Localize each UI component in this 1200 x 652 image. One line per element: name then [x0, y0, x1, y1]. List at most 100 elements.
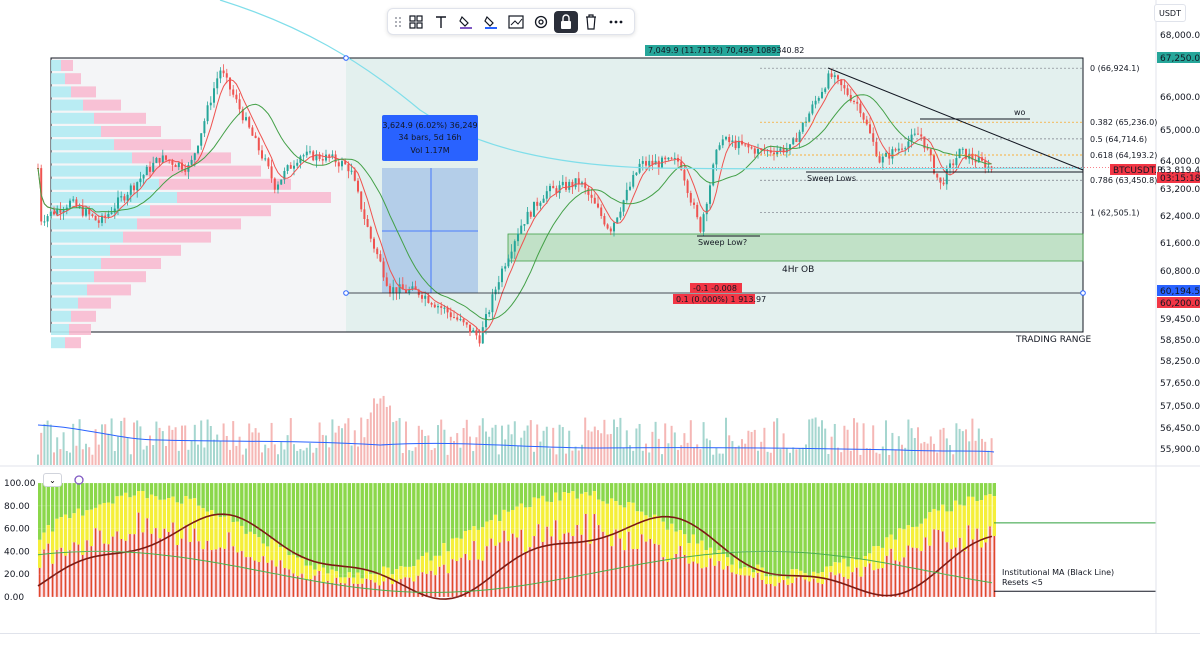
- osc-bar-red: [675, 554, 677, 597]
- osc-bar-mid: [265, 546, 270, 563]
- candle-body: [552, 185, 555, 189]
- volume-bar: [926, 443, 929, 465]
- osc-bar-red: [189, 541, 191, 597]
- line-color-icon[interactable]: [479, 11, 503, 33]
- currency-selector[interactable]: USDT: [1154, 4, 1186, 22]
- osc-bar-mid: [764, 576, 769, 585]
- candle: [632, 170, 635, 189]
- candle: [273, 177, 276, 194]
- refresh-icon: [74, 475, 84, 485]
- volume-bar: [750, 431, 753, 465]
- volume-bar: [171, 429, 174, 465]
- chart-visual-icon[interactable]: [504, 11, 528, 33]
- red-label-2-bg: [673, 294, 755, 304]
- volume-profile-bar: [51, 310, 71, 322]
- osc-bar-mid: [597, 499, 601, 526]
- osc-bar-top: [863, 483, 867, 557]
- price-tick-label: 63,200.0: [1160, 185, 1200, 195]
- osc-bar-mid: [837, 562, 842, 574]
- candle-body: [705, 203, 708, 215]
- candle: [587, 185, 590, 201]
- osc-bar-mid: [807, 576, 812, 582]
- volume-bar: [875, 452, 878, 465]
- osc-bar-top: [803, 483, 807, 574]
- more-icon[interactable]: [604, 11, 628, 33]
- volume-bar: [257, 432, 260, 465]
- osc-bar-red: [877, 568, 879, 597]
- ma-fast-line: [37, 79, 992, 333]
- osc-bar-red: [297, 576, 299, 597]
- osc-bar-mid: [356, 572, 360, 584]
- candle: [280, 179, 283, 185]
- text-icon[interactable]: [429, 11, 453, 33]
- osc-bar-mid: [708, 547, 713, 559]
- osc-bar-top: [261, 483, 265, 544]
- candle-body: [456, 317, 459, 320]
- volume-bar: [219, 441, 222, 465]
- volume-bar: [613, 419, 615, 465]
- osc-bar-mid: [124, 492, 128, 541]
- sweep-lows-label: Sweep Lows: [807, 174, 856, 183]
- osc-bar-mid: [906, 525, 910, 546]
- volume-bar: [552, 427, 555, 465]
- candle-body: [472, 330, 475, 333]
- osc-bar-red: [254, 560, 256, 597]
- delete-icon[interactable]: [579, 11, 603, 33]
- osc-bar-top: [197, 483, 201, 506]
- candle: [357, 178, 359, 194]
- osc-bar-red: [477, 559, 479, 597]
- osc-bar-red: [959, 537, 961, 597]
- osc-green-line: [37, 550, 993, 593]
- time-axis[interactable]: [0, 633, 1200, 652]
- candle-body: [597, 203, 599, 208]
- volume-bar: [78, 419, 81, 465]
- osc-bar-red: [413, 581, 415, 597]
- candle-body: [78, 206, 81, 208]
- volume-profile-bar: [110, 244, 181, 256]
- volume-bar: [718, 453, 721, 465]
- chevron-down-icon[interactable]: ⌄: [43, 473, 62, 487]
- osc-bar-top: [476, 483, 480, 530]
- osc-bar-mid: [339, 577, 343, 583]
- osc-bar-top: [399, 483, 403, 567]
- grip-icon[interactable]: [392, 11, 404, 33]
- osc-bar-top: [958, 483, 962, 505]
- candle-body: [856, 101, 859, 104]
- lock-icon[interactable]: [554, 10, 578, 33]
- volume-bar: [433, 448, 436, 465]
- candle-body: [113, 208, 116, 213]
- osc-bar-mid: [713, 554, 717, 566]
- osc-bar-red: [490, 538, 492, 597]
- candle: [379, 250, 382, 263]
- price-tick-label: 60,800.0: [1160, 267, 1200, 277]
- osc-bar-red: [443, 564, 445, 597]
- osc-bar-mid: [63, 514, 68, 556]
- candle: [331, 150, 334, 160]
- template-icon[interactable]: [404, 11, 428, 33]
- fill-color-icon[interactable]: [454, 11, 478, 33]
- candle: [161, 149, 164, 164]
- osc-bar-red: [327, 580, 329, 597]
- candle-body: [913, 133, 916, 135]
- price-chart[interactable]: 68,000.067,250.066,000.065,000.064,000.0…: [0, 0, 1200, 633]
- price-tick-label: 57,650.0: [1160, 379, 1200, 389]
- candle-body: [209, 102, 212, 106]
- osc-bar-mid: [717, 550, 721, 562]
- volume-profile-bar: [114, 139, 191, 151]
- osc-bar-top: [687, 483, 691, 544]
- osc-bar-mid: [657, 516, 661, 545]
- volume-profile-bar: [51, 218, 137, 230]
- osc-bar-top: [403, 483, 407, 567]
- candle: [856, 95, 859, 111]
- osc-bar-red: [378, 585, 381, 597]
- osc-bar-red: [434, 575, 436, 597]
- candle-body: [465, 322, 468, 325]
- settings-icon[interactable]: [529, 11, 553, 33]
- osc-bar-mid: [781, 575, 786, 581]
- candle: [705, 202, 708, 222]
- candle-body: [971, 153, 974, 160]
- osc-bar-red: [314, 575, 316, 597]
- osc-bar-top: [437, 483, 442, 556]
- candle-body: [433, 304, 436, 308]
- osc-bar-red: [211, 550, 213, 597]
